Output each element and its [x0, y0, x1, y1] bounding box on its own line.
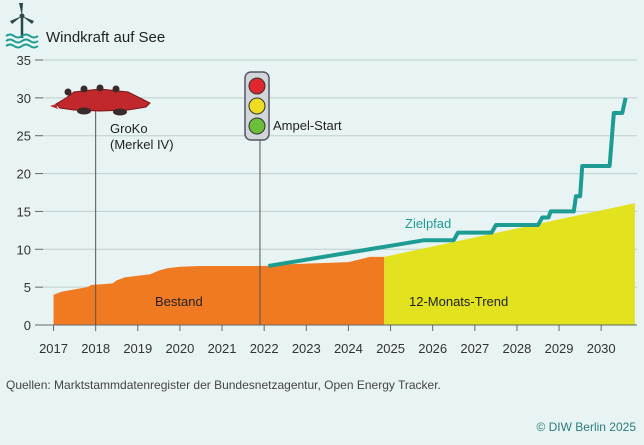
x-tick-label: 2030 — [587, 341, 616, 356]
x-tick-label: 2019 — [123, 341, 152, 356]
annotation-groko-line1: GroKo — [110, 121, 148, 136]
annotation-ampel: Ampel-Start — [273, 118, 342, 133]
y-tick-label: 25 — [17, 129, 31, 144]
target-line — [268, 97, 628, 268]
series-label-trend: 12-Monats-Trend — [409, 294, 508, 309]
areas — [53, 203, 635, 325]
x-tick-label: 2021 — [208, 341, 237, 356]
wind-turbine-icon — [5, 3, 39, 49]
x-tick-label: 2022 — [250, 341, 279, 356]
x-tick-label: 2024 — [334, 341, 363, 356]
series-line-zielpfad — [268, 97, 628, 268]
x-tick-label: 2025 — [376, 341, 405, 356]
y-tick-label: 10 — [17, 242, 31, 257]
y-tick-label: 0 — [24, 318, 31, 333]
annotation-groko-line2: (Merkel IV) — [110, 137, 174, 152]
y-tick-label: 5 — [24, 280, 31, 295]
series-label-bestand: Bestand — [155, 294, 203, 309]
x-tick-label: 2029 — [545, 341, 574, 356]
crocodile-icon — [50, 84, 151, 116]
copyright-credit: © DIW Berlin 2025 — [536, 420, 636, 434]
x-tick-label: 2027 — [460, 341, 489, 356]
y-tick-label: 15 — [17, 204, 31, 219]
x-tick-label: 2020 — [165, 341, 194, 356]
traffic-light-icon — [244, 71, 270, 141]
y-tick-label: 35 — [17, 53, 31, 68]
chart-title: Windkraft auf See — [46, 29, 165, 46]
annotation-lines — [95, 90, 261, 325]
x-tick-label: 2028 — [502, 341, 531, 356]
x-tick-label: 2026 — [418, 341, 447, 356]
x-tick-label: 2023 — [292, 341, 321, 356]
x-tick-label: 2017 — [39, 341, 68, 356]
series-label-zielpfad: Zielpfad — [405, 216, 451, 231]
y-tick-label: 20 — [17, 167, 31, 182]
y-tick-label: 30 — [17, 91, 31, 106]
area-bestand — [53, 256, 385, 325]
x-tick-label: 2018 — [81, 341, 110, 356]
source-note: Quellen: Marktstammdatenregister der Bun… — [6, 378, 441, 392]
area-trend — [384, 203, 635, 325]
